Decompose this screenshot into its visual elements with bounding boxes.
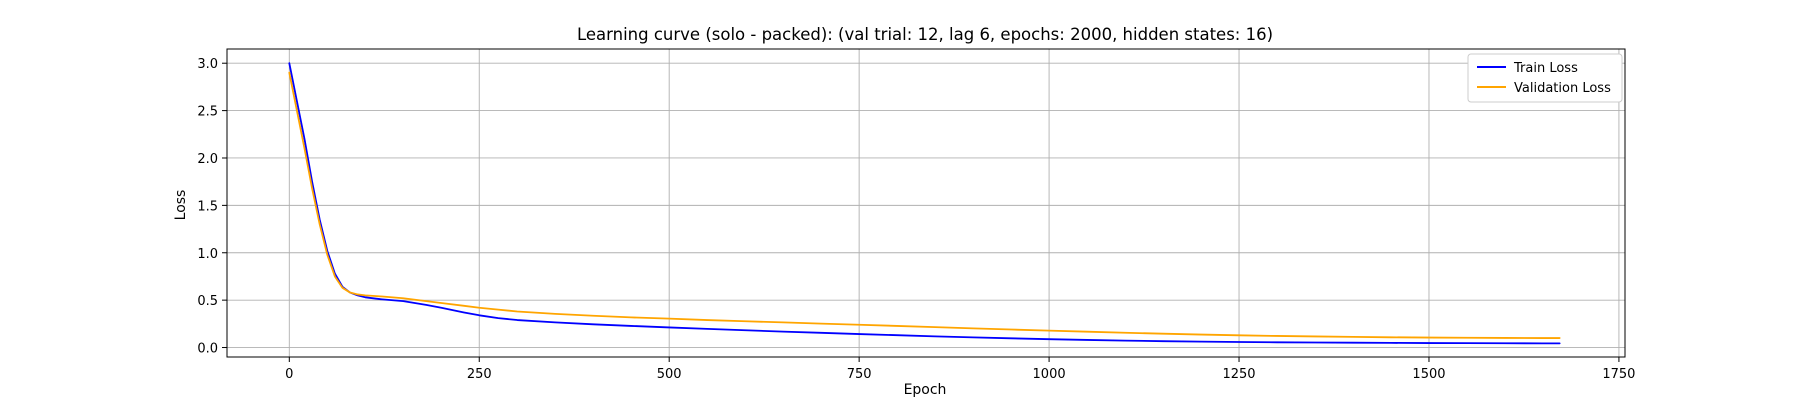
series-line-1 xyxy=(288,71,1561,339)
x-tick-label: 750 xyxy=(847,367,872,382)
y-tick-label: 2.0 xyxy=(197,152,218,167)
y-tick-label: 3.0 xyxy=(197,57,218,72)
plot-frame xyxy=(226,48,1626,358)
legend: Train Loss Validation Loss xyxy=(1467,53,1623,103)
y-axis-title: Loss xyxy=(173,190,189,221)
x-tick-label: 0 xyxy=(285,367,293,382)
legend-box xyxy=(1467,53,1623,103)
x-tick-label: 250 xyxy=(467,367,492,382)
y-tick-label: 1.5 xyxy=(197,199,218,214)
x-tick-label: 1250 xyxy=(1222,367,1255,382)
x-tick-label: 1750 xyxy=(1602,367,1635,382)
series-lines xyxy=(288,62,1561,345)
x-tick-label: 1500 xyxy=(1412,367,1445,382)
y-tick-label: 0.5 xyxy=(197,294,218,309)
legend-label-validation: Validation Loss xyxy=(1514,81,1611,96)
chart-title: Learning curve (solo - packed): (val tri… xyxy=(577,25,1273,44)
y-tick-label: 0.0 xyxy=(197,342,218,357)
y-tick-label: 2.5 xyxy=(197,105,218,120)
x-tick-label: 500 xyxy=(657,367,682,382)
x-axis-title: Epoch xyxy=(904,382,947,398)
legend-label-train: Train Loss xyxy=(1513,61,1578,76)
y-tick-label: 1.0 xyxy=(197,247,218,262)
x-tick-label: 1000 xyxy=(1033,367,1066,382)
axis-ticks: 0 250 500 750 1000 1250 1500 1750 0.0 0.5 1.0 1.5 2.… xyxy=(197,57,1635,382)
